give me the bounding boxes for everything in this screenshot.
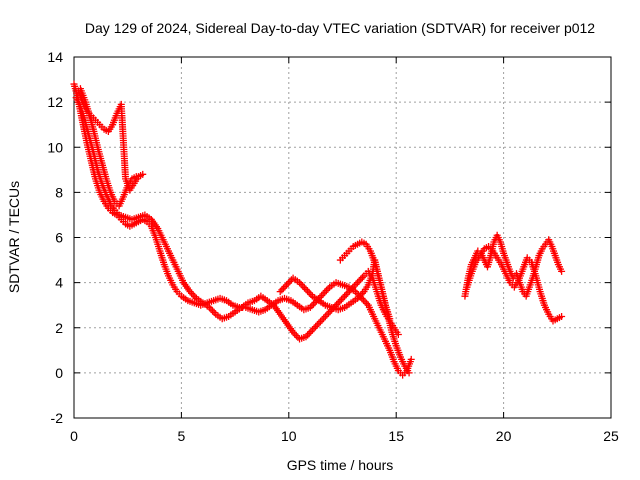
data-point [316, 318, 324, 326]
data-point [324, 285, 332, 293]
data-point [302, 285, 310, 293]
data-point [305, 289, 313, 297]
y-tick-label: 14 [47, 49, 63, 65]
series-track-8 [463, 243, 566, 325]
x-tick-label: 5 [178, 428, 186, 444]
data-point [337, 296, 345, 304]
series-track-4 [76, 85, 140, 210]
data-point [139, 170, 147, 178]
data-point [357, 275, 365, 283]
data-point [305, 329, 313, 337]
y-tick-label: 6 [55, 230, 63, 246]
data-point [325, 309, 333, 317]
data-point [132, 173, 140, 181]
data-point [321, 288, 329, 296]
y-tick-label: 12 [47, 94, 63, 110]
data-point [407, 355, 415, 363]
data-point [405, 369, 413, 377]
data-point [297, 280, 305, 288]
data-point [189, 291, 197, 299]
tick-labels: 0 5 10 15 20 25 -2 0 2 4 6 8 10 12 14 [47, 49, 619, 444]
data-point [339, 294, 347, 302]
series-track-7 [461, 231, 566, 300]
chart-title: Day 129 of 2024, Sidereal Day-to-day VTE… [85, 20, 595, 36]
x-axis-label: GPS time / hours [287, 457, 394, 473]
data-point [323, 311, 331, 319]
data-point [322, 287, 330, 295]
data-marks [70, 80, 566, 379]
data-point [321, 312, 329, 320]
data-point [281, 283, 289, 291]
data-point [341, 292, 349, 300]
data-point [334, 299, 342, 307]
x-tick-label: 20 [496, 428, 512, 444]
data-point [279, 284, 287, 292]
axis-ticks [73, 56, 612, 419]
data-point [336, 297, 344, 305]
data-point [355, 277, 363, 285]
y-tick-label: -2 [51, 410, 64, 426]
data-point [299, 282, 307, 290]
x-tick-label: 10 [281, 428, 297, 444]
data-point [342, 290, 350, 298]
y-tick-label: 0 [55, 365, 63, 381]
data-point [312, 323, 320, 331]
data-point [354, 279, 362, 287]
x-tick-label: 25 [603, 428, 619, 444]
data-point [558, 267, 566, 275]
data-point [207, 305, 215, 313]
data-point [300, 284, 308, 292]
x-tick-label: 15 [388, 428, 404, 444]
data-point [276, 288, 284, 296]
y-tick-label: 2 [55, 320, 63, 336]
series-track-6 [336, 238, 413, 377]
data-point [284, 279, 292, 287]
data-point [315, 319, 323, 327]
y-tick-label: 4 [55, 275, 63, 291]
data-point [307, 328, 315, 336]
x-tick-label: 0 [70, 428, 78, 444]
y-tick-label: 8 [55, 184, 63, 200]
y-axis-label: SDTVAR / TECUs [6, 181, 22, 293]
data-point [307, 290, 315, 298]
data-point [278, 286, 286, 294]
y-tick-label: 10 [47, 139, 63, 155]
data-point [209, 307, 217, 315]
data-point [358, 274, 366, 282]
data-point [319, 290, 327, 298]
data-point [318, 316, 326, 324]
data-point [210, 309, 218, 317]
data-point [320, 314, 328, 322]
data-point [361, 298, 369, 306]
data-point [310, 324, 318, 332]
grid [74, 57, 611, 418]
data-point [558, 312, 566, 320]
data-point [304, 287, 312, 295]
data-point [310, 300, 318, 308]
